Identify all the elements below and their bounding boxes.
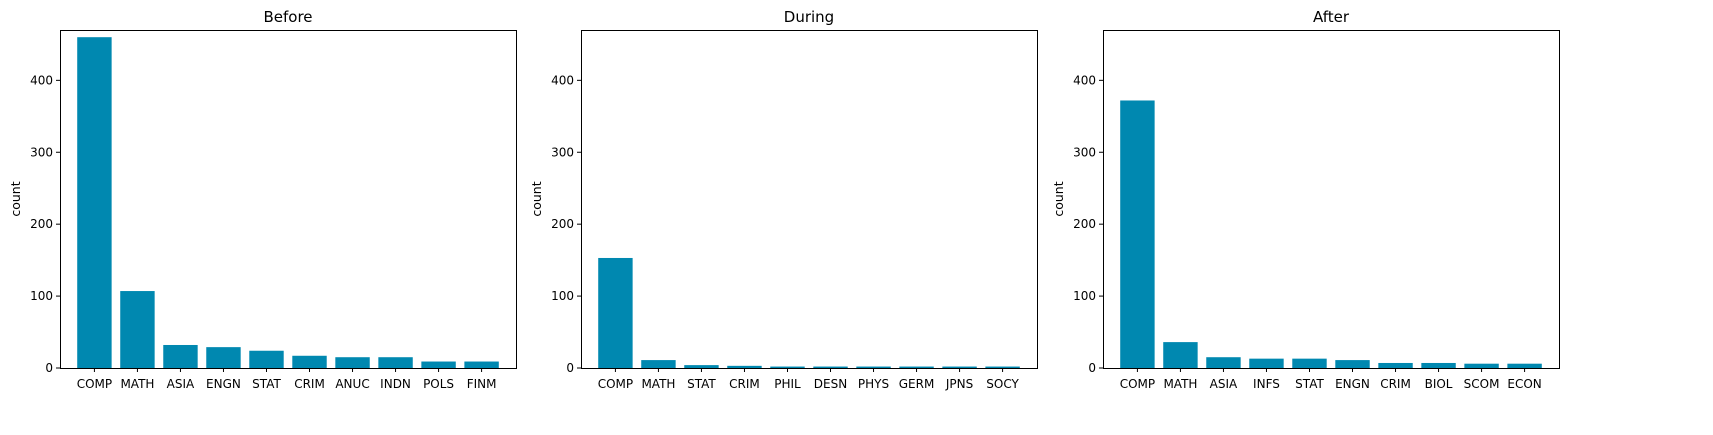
- bar-scom: [1464, 363, 1499, 368]
- bar-crim: [1378, 362, 1413, 368]
- bar-phys: [856, 366, 891, 368]
- x-tick-label: BIOL: [1425, 377, 1453, 391]
- bar-biol: [1421, 362, 1456, 368]
- bar-math: [641, 360, 676, 368]
- bar-indn: [378, 357, 413, 368]
- x-tick-label: CRIM: [294, 377, 325, 391]
- y-tick-label: 100: [551, 289, 574, 303]
- axes-frame: [1103, 30, 1560, 369]
- bar-infs: [1249, 358, 1284, 368]
- x-tick-label: ASIA: [1210, 377, 1238, 391]
- bar-engn: [206, 347, 241, 368]
- bar-math: [1163, 342, 1198, 368]
- bar-stat: [1292, 358, 1327, 368]
- bar-asia: [1206, 357, 1241, 368]
- bar-engn: [1335, 360, 1370, 368]
- axes-frame: [581, 30, 1038, 369]
- bar-math: [120, 291, 155, 368]
- x-tick-label: MATH: [641, 377, 675, 391]
- chart-title: Before: [263, 8, 312, 26]
- y-tick-label: 300: [30, 145, 53, 159]
- bar-finm: [464, 361, 499, 368]
- x-tick-label: SCOM: [1464, 377, 1500, 391]
- y-tick-label: 100: [1073, 289, 1096, 303]
- x-tick-label: DESN: [814, 377, 847, 391]
- x-tick-label: MATH: [120, 377, 154, 391]
- bar-comp: [1120, 100, 1155, 368]
- bar-asia: [163, 344, 198, 368]
- chart-title: During: [784, 8, 834, 26]
- x-tick-label: ENGN: [206, 377, 241, 391]
- x-tick-label: COMP: [598, 377, 633, 391]
- x-tick-label: COMP: [1120, 377, 1155, 391]
- x-tick-label: GERM: [899, 377, 935, 391]
- bar-comp: [77, 37, 112, 368]
- x-tick-label: INDN: [380, 377, 411, 391]
- y-tick-label: 400: [1073, 73, 1096, 87]
- y-tick-label: 400: [30, 73, 53, 87]
- y-axis-label: count: [1051, 181, 1066, 216]
- bar-desn: [813, 366, 848, 368]
- x-tick-label: ECON: [1507, 377, 1541, 391]
- y-tick-label: 0: [1088, 361, 1096, 375]
- y-tick-label: 300: [551, 145, 574, 159]
- x-tick-label: FINM: [467, 377, 497, 391]
- chart-title: After: [1313, 8, 1350, 26]
- y-tick-label: 0: [566, 361, 574, 375]
- x-tick-label: INFS: [1253, 377, 1280, 391]
- chart-panel-3: COMP MATH ASIA INFS STAT ENGN CRIM BIOL SCOM ECON…: [1051, 8, 1560, 391]
- x-tick-label: PHYS: [858, 377, 889, 391]
- x-tick-label: ENGN: [1335, 377, 1370, 391]
- bar-socy: [985, 366, 1020, 368]
- x-tick-label: MATH: [1163, 377, 1197, 391]
- y-tick-label: 100: [30, 289, 53, 303]
- y-tick-label: 200: [30, 217, 53, 231]
- y-tick-label: 300: [1073, 145, 1096, 159]
- chart-panel-1: COMP MATH ASIA ENGN STAT CRIM ANUC INDN POLS FINM…: [8, 8, 517, 391]
- x-tick-label: CRIM: [729, 377, 760, 391]
- x-tick-label: ANUC: [335, 377, 369, 391]
- y-tick-label: 0: [45, 361, 53, 375]
- bar-phil: [770, 366, 805, 368]
- y-tick-label: 200: [551, 217, 574, 231]
- x-tick-label: JPNS: [945, 377, 973, 391]
- bar-comp: [598, 257, 633, 368]
- y-axis-label: count: [529, 181, 544, 216]
- y-axis-label: count: [8, 181, 23, 216]
- bar-anuc: [335, 357, 370, 368]
- x-tick-label: SOCY: [986, 377, 1019, 391]
- x-tick-label: STAT: [687, 377, 716, 391]
- bar-pols: [421, 361, 456, 368]
- bar-jpns: [942, 366, 977, 368]
- y-tick-label: 200: [1073, 217, 1096, 231]
- x-tick-label: ASIA: [167, 377, 195, 391]
- bar-germ: [899, 366, 934, 368]
- x-tick-label: COMP: [77, 377, 112, 391]
- x-tick-label: STAT: [1295, 377, 1324, 391]
- bar-econ: [1507, 363, 1542, 368]
- bar-stat: [684, 365, 719, 368]
- chart-panel-2: COMP MATH STAT CRIM PHIL DESN PHYS GERM JPNS SOCY…: [529, 8, 1038, 391]
- bar-crim: [292, 355, 327, 368]
- bar-stat: [249, 350, 284, 368]
- x-tick-label: STAT: [252, 377, 281, 391]
- y-tick-label: 400: [551, 73, 574, 87]
- x-tick-label: PHIL: [774, 377, 801, 391]
- x-tick-label: CRIM: [1380, 377, 1411, 391]
- axes-frame: [60, 30, 517, 369]
- bar-crim: [727, 365, 762, 368]
- x-tick-label: POLS: [423, 377, 454, 391]
